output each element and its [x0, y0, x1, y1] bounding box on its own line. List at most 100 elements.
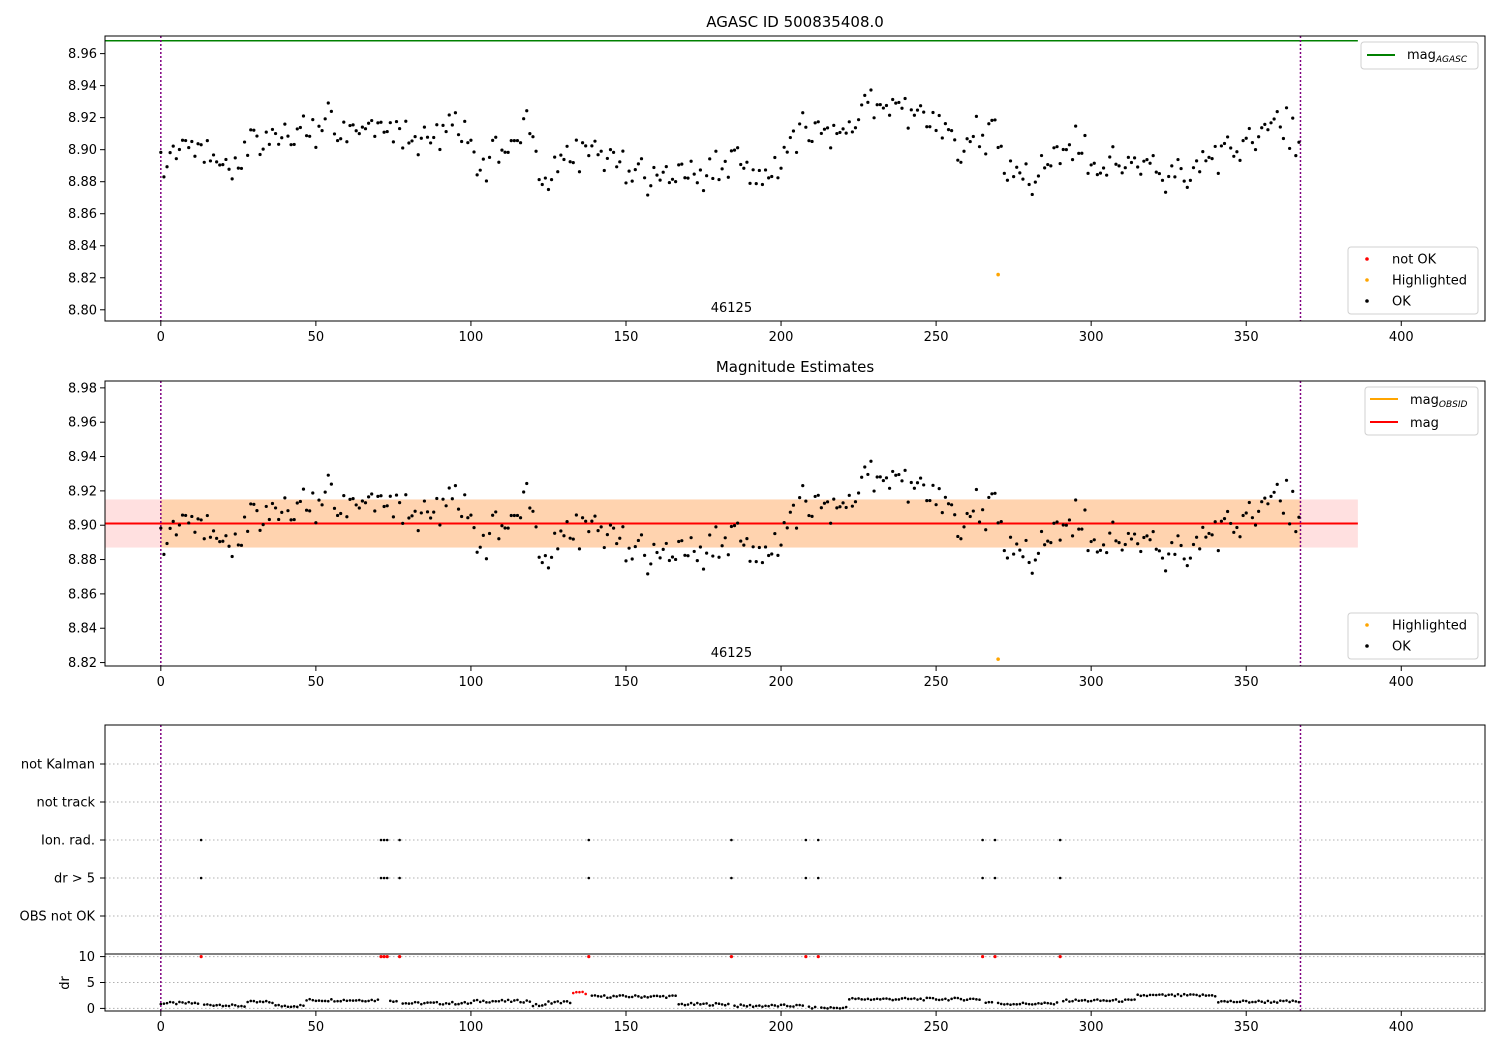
dr-point: [466, 1002, 470, 1005]
mag-point: [686, 554, 690, 558]
mag-point: [376, 121, 380, 125]
mag-point: [1272, 117, 1276, 121]
dr-point: [745, 1005, 749, 1008]
flag-point: [385, 876, 389, 880]
mag-point: [624, 559, 628, 563]
dr-point: [950, 997, 953, 1001]
dr-point: [1238, 1000, 1242, 1004]
mag-point: [863, 465, 867, 469]
mag-point: [1154, 547, 1158, 551]
mag-point: [1188, 556, 1192, 560]
mag-point: [940, 136, 944, 140]
mag-point: [1219, 519, 1224, 523]
mag-point: [1021, 555, 1025, 559]
dr-point: [1018, 1002, 1022, 1006]
dr-point: [888, 997, 891, 1001]
mag-point: [677, 163, 681, 167]
mag-point: [1210, 157, 1214, 161]
mag-point: [822, 127, 827, 131]
dr-point: [627, 995, 631, 999]
mag-point: [863, 93, 867, 97]
mag-point: [391, 140, 396, 144]
dr-point: [925, 996, 929, 1000]
mag-point: [1226, 135, 1230, 139]
dr-point: [1123, 998, 1127, 1001]
dr-point: [937, 998, 941, 1002]
x-tick-label: 100: [459, 1020, 484, 1035]
mag-point: [398, 126, 402, 131]
dr-point: [714, 1001, 718, 1005]
mag-point: [1241, 138, 1245, 143]
mag-point: [419, 511, 423, 515]
mag-point: [1145, 158, 1149, 162]
mag-point: [1018, 548, 1022, 552]
dr-point: [264, 999, 268, 1003]
flag-point: [816, 838, 820, 842]
mag-point: [1247, 126, 1251, 131]
mag-point: [376, 494, 380, 499]
dr-point: [807, 1005, 811, 1008]
mag-point: [633, 544, 637, 549]
mag-point: [881, 106, 885, 110]
mag-point: [332, 132, 337, 136]
mag-point: [1061, 523, 1065, 527]
mag-point: [484, 179, 489, 183]
mag-point: [953, 513, 957, 517]
mag-point: [171, 144, 175, 148]
mag-point: [273, 506, 278, 510]
mag-point: [255, 509, 259, 513]
mag-point: [745, 537, 749, 541]
mag-point: [239, 543, 244, 547]
dr-point: [181, 1001, 184, 1004]
mag-point: [1036, 551, 1041, 556]
dr-point: [333, 1000, 336, 1003]
mag-point: [224, 534, 228, 538]
mag-point: [233, 156, 237, 160]
dr-point: [909, 997, 913, 1001]
mag-point: [624, 181, 628, 185]
mag-point: [1241, 513, 1245, 518]
mag-point: [866, 472, 870, 477]
dr-point: [1173, 994, 1177, 998]
mag-point: [720, 167, 724, 171]
mag-point: [987, 122, 991, 126]
mag-point: [506, 150, 510, 154]
mag-point: [909, 480, 913, 485]
mag-point: [438, 523, 442, 527]
dr-point: [962, 999, 966, 1002]
dr-tick-label: 5: [87, 976, 95, 991]
mag-point: [416, 153, 420, 157]
mag-point: [1229, 146, 1233, 150]
flag-row-label: Ion. rad.: [41, 834, 95, 849]
mag-point: [1139, 549, 1143, 554]
dr-point: [1244, 999, 1248, 1003]
mag-point: [1086, 548, 1090, 553]
mag-point: [981, 133, 985, 137]
dr-point: [590, 994, 594, 997]
mag-point: [159, 526, 163, 530]
flag-point: [587, 838, 591, 842]
mag-point: [345, 140, 349, 144]
y-tick-label: 8.84: [68, 622, 97, 637]
mag-point: [965, 511, 969, 516]
dr-point: [658, 995, 662, 998]
dr-point: [389, 999, 392, 1003]
dr-point: [568, 1001, 572, 1005]
dr-point: [289, 1005, 293, 1009]
mag-point: [1219, 144, 1224, 148]
y-tick-label: 8.86: [68, 207, 97, 222]
dr-point: [330, 998, 333, 1001]
dr-point: [727, 1002, 730, 1006]
dr-point: [1158, 993, 1161, 996]
x-tick-label: 100: [459, 675, 484, 690]
dr-point: [1080, 999, 1084, 1002]
dr-point: [553, 1000, 556, 1004]
mag-point: [1114, 162, 1118, 166]
mag-point: [1095, 173, 1099, 177]
mag-point: [832, 497, 836, 501]
dr-point: [255, 1000, 259, 1004]
mag-point: [432, 510, 436, 514]
mag-point: [627, 169, 631, 173]
dr-point: [894, 998, 898, 1001]
dr-point: [1089, 999, 1093, 1003]
